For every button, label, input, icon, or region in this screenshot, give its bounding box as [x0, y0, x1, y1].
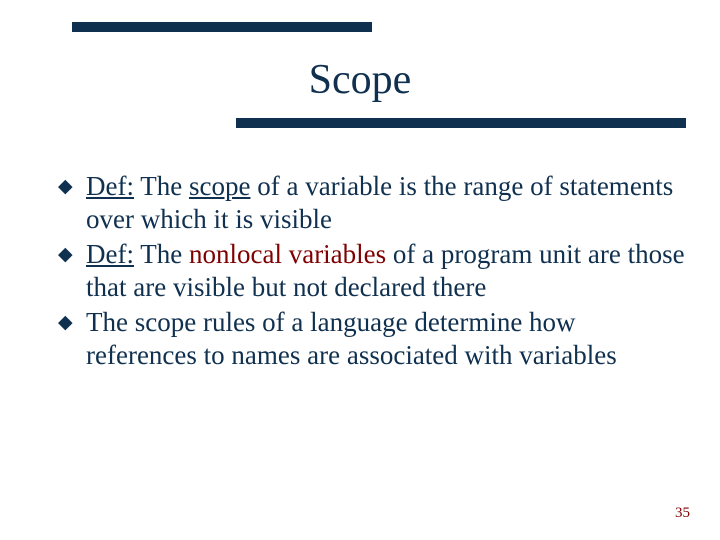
text-term-scope: scope	[189, 171, 250, 201]
bullet-diamond-icon: ◆	[58, 243, 73, 266]
decor-bar-under-title	[236, 118, 686, 128]
slide-title: Scope	[0, 56, 720, 104]
page-number: 35	[675, 505, 690, 522]
bullet-item: ◆ Def: The nonlocal variables of a progra…	[58, 238, 690, 304]
text-term-def: Def:	[86, 239, 134, 269]
decor-bar-top	[72, 22, 372, 32]
text-span: The scope rules of a language determine …	[86, 307, 617, 370]
bullet-text: Def: The scope of a variable is the rang…	[86, 170, 690, 236]
bullet-item: ◆ The scope rules of a language determine…	[58, 306, 690, 372]
text-span: The	[134, 239, 189, 269]
bullet-item: ◆ Def: The scope of a variable is the ran…	[58, 170, 690, 236]
bullet-list: ◆ Def: The scope of a variable is the ran…	[58, 170, 690, 374]
text-term-highlight: nonlocal variables	[189, 239, 386, 269]
bullet-diamond-icon: ◆	[58, 175, 73, 198]
text-term-def: Def:	[86, 171, 134, 201]
text-span: The	[134, 171, 189, 201]
bullet-text: The scope rules of a language determine …	[86, 306, 690, 372]
bullet-text: Def: The nonlocal variables of a program…	[86, 238, 690, 304]
bullet-diamond-icon: ◆	[58, 311, 73, 334]
